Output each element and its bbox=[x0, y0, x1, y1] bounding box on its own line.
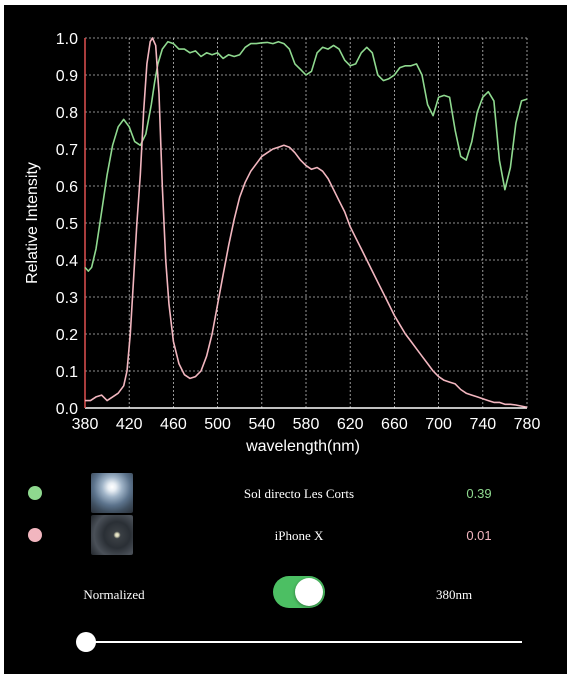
x-tick-label: 740 bbox=[469, 416, 496, 433]
series-color-dot bbox=[28, 528, 42, 542]
chart-axes bbox=[84, 38, 527, 409]
x-tick-label: 420 bbox=[116, 416, 143, 433]
sky-photo-thumbnail bbox=[91, 473, 133, 513]
x-tick-label: 540 bbox=[248, 416, 275, 433]
toggle-knob[interactable] bbox=[295, 578, 323, 606]
legend-row-iphone[interactable]: iPhone X 0.01 bbox=[4, 513, 567, 557]
series-line-2 bbox=[85, 37, 528, 409]
x-tick-label: 660 bbox=[381, 416, 408, 433]
x-axis-label: wavelength(nm) bbox=[245, 438, 360, 455]
legend-name: iPhone X bbox=[274, 528, 324, 543]
x-tick-label: 620 bbox=[337, 416, 364, 433]
x-tick-label: 380 bbox=[72, 416, 99, 433]
chart-grid bbox=[84, 37, 528, 409]
x-tick-label: 580 bbox=[293, 416, 320, 433]
y-tick-label: 0.7 bbox=[56, 142, 78, 159]
y-tick-label: 0.8 bbox=[56, 105, 78, 122]
x-tick-label: 780 bbox=[514, 416, 541, 433]
y-tick-label: 0.2 bbox=[56, 327, 78, 344]
y-tick-label: 0.1 bbox=[56, 364, 78, 381]
chart-series bbox=[84, 37, 528, 409]
y-tick-label: 0.9 bbox=[56, 68, 78, 85]
y-tick-label: 0.6 bbox=[56, 179, 78, 196]
wavelength-readout: 380nm bbox=[435, 587, 473, 602]
y-tick-label: 0.4 bbox=[56, 253, 78, 270]
wavelength-slider-track[interactable] bbox=[86, 641, 522, 643]
camera-lens-thumbnail bbox=[91, 515, 133, 555]
y-axis-label: Relative Intensity bbox=[24, 162, 41, 284]
x-tick-label: 460 bbox=[160, 416, 187, 433]
y-tick-label: 0.0 bbox=[56, 401, 78, 418]
x-tick-label: 500 bbox=[204, 416, 231, 433]
spectrum-chart: 380 420 460 500 540 580 620 660 700 740 780 0.0 0.1 0… bbox=[24, 31, 541, 455]
wavelength-slider-knob[interactable] bbox=[76, 632, 96, 652]
normalized-label: Normalized bbox=[83, 587, 145, 602]
legend-value: 0.01 bbox=[466, 528, 492, 543]
legend-row-sun[interactable]: Sol directo Les Corts 0.39 bbox=[4, 471, 567, 515]
series-color-dot bbox=[28, 486, 42, 500]
spectrum-panel: 380 420 460 500 540 580 620 660 700 740 780 0.0 0.1 0… bbox=[4, 5, 567, 674]
chart-ticks: 380 420 460 500 540 580 620 660 700 740 780 0.0 0.1 0… bbox=[56, 31, 541, 433]
x-tick-label: 700 bbox=[425, 416, 452, 433]
legend-value: 0.39 bbox=[466, 486, 492, 501]
series-line-1 bbox=[84, 40, 528, 272]
y-tick-label: 0.5 bbox=[56, 216, 78, 233]
legend-name: Sol directo Les Corts bbox=[243, 486, 355, 501]
y-tick-label: 0.3 bbox=[56, 290, 78, 307]
normalized-toggle[interactable] bbox=[273, 576, 325, 608]
y-tick-label: 1.0 bbox=[56, 31, 78, 48]
